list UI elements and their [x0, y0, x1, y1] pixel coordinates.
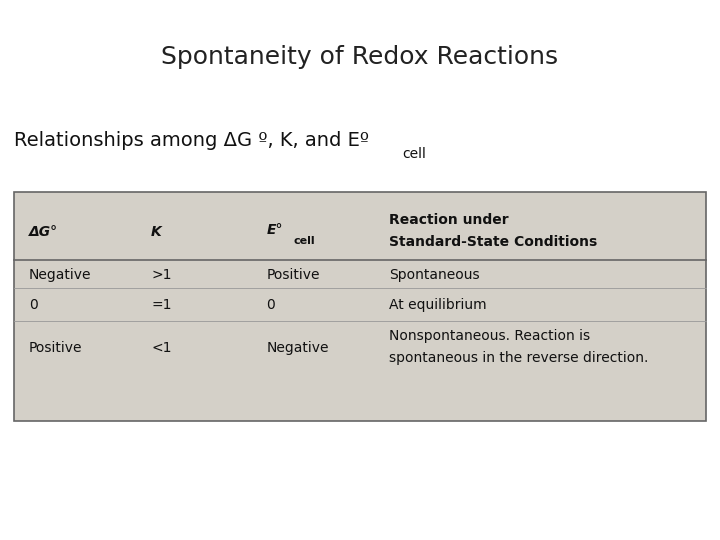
FancyBboxPatch shape — [14, 192, 706, 421]
Text: K: K — [151, 225, 162, 239]
Text: Nonspontaneous. Reaction is: Nonspontaneous. Reaction is — [389, 329, 590, 343]
Text: spontaneous in the reverse direction.: spontaneous in the reverse direction. — [389, 351, 648, 365]
Text: At equilibrium: At equilibrium — [389, 298, 487, 312]
Text: Positive: Positive — [29, 341, 82, 355]
Text: Positive: Positive — [266, 268, 320, 282]
Text: Spontaneity of Redox Reactions: Spontaneity of Redox Reactions — [161, 45, 559, 69]
Text: <1: <1 — [151, 341, 171, 355]
Text: Negative: Negative — [29, 268, 91, 282]
Text: Relationships among ΔG º, K, and Eº: Relationships among ΔG º, K, and Eº — [14, 131, 369, 150]
Text: 0: 0 — [266, 298, 275, 312]
Text: =1: =1 — [151, 298, 171, 312]
Text: cell: cell — [402, 147, 426, 161]
Text: Negative: Negative — [266, 341, 329, 355]
Text: Spontaneous: Spontaneous — [389, 268, 480, 282]
Text: Standard-State Conditions: Standard-State Conditions — [389, 235, 597, 249]
Text: Reaction under: Reaction under — [389, 213, 508, 227]
Text: cell: cell — [294, 236, 315, 246]
Text: 0: 0 — [29, 298, 37, 312]
Text: >1: >1 — [151, 268, 171, 282]
Text: ΔG°: ΔG° — [29, 225, 58, 239]
Text: E°: E° — [266, 223, 283, 237]
